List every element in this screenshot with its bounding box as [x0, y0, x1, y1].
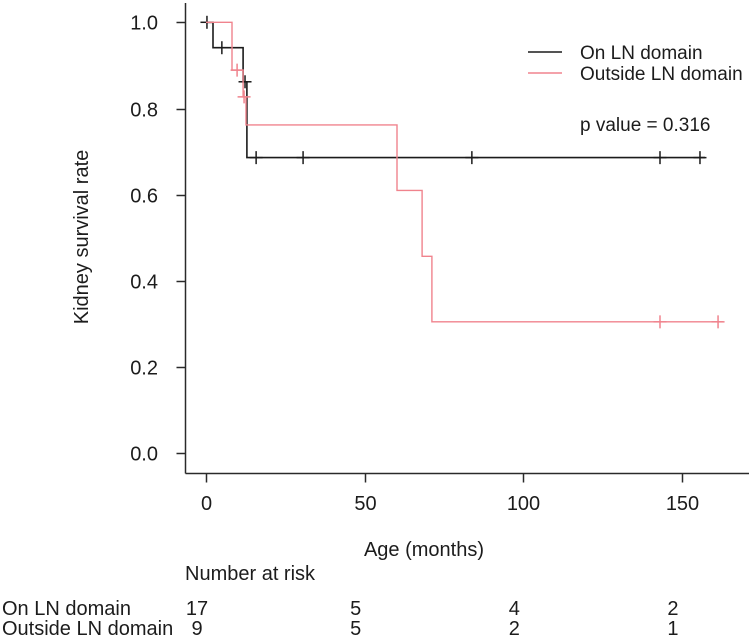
risk-row-label-on-ln-domain: On LN domain — [2, 598, 131, 620]
x-axis-tick-label: 50 — [354, 493, 376, 515]
risk-count: 2 — [667, 598, 678, 620]
y-axis-title: Kidney survival rate — [71, 150, 93, 325]
y-axis-tick-label: 0.2 — [130, 358, 158, 380]
x-axis-tick-label: 100 — [507, 493, 540, 515]
censor-mark-outside-ln-domain — [653, 315, 667, 329]
censor-mark-on-ln-domain — [693, 151, 707, 165]
censor-mark-on-ln-domain — [238, 75, 252, 89]
risk-row-label-outside-ln-domain: Outside LN domain — [2, 618, 173, 638]
legend-label-outside-ln-domain: Outside LN domain — [580, 64, 743, 85]
y-axis-tick-label: 0.0 — [130, 444, 158, 466]
risk-count: 1 — [667, 618, 678, 638]
censor-mark-on-ln-domain — [249, 151, 263, 165]
censor-mark-on-ln-domain — [215, 41, 229, 55]
y-axis-tick-label: 1.0 — [130, 13, 158, 35]
x-axis-tick-label: 0 — [201, 493, 212, 515]
censor-mark-on-ln-domain — [465, 151, 479, 165]
legend: On LN domain Outside LN domain — [528, 43, 743, 85]
risk-count: 9 — [191, 618, 202, 638]
censor-mark-outside-ln-domain — [711, 315, 725, 329]
risk-table-title: Number at risk — [185, 563, 316, 585]
axes-layer: 0.0 0.2 0.4 0.6 0.8 1.0 0 50 100 150 — [130, 3, 749, 515]
risk-values-layer: 17 5 4 29 5 2 1 — [186, 598, 679, 638]
censor-mark-on-ln-domain — [296, 151, 310, 165]
risk-count: 5 — [350, 598, 361, 620]
censor-mark-on-ln-domain — [653, 151, 667, 165]
x-axis-tick-label: 150 — [666, 493, 699, 515]
censor-mark-outside-ln-domain — [237, 90, 251, 104]
y-axis-tick-label: 0.4 — [130, 272, 158, 294]
censor-mark-outside-ln-domain — [230, 63, 244, 77]
risk-count: 4 — [509, 598, 520, 620]
legend-label-on-ln-domain: On LN domain — [580, 43, 703, 64]
risk-count: 17 — [186, 598, 208, 620]
risk-count: 2 — [509, 618, 520, 638]
x-axis-title: Age (months) — [364, 539, 484, 561]
y-axis-tick-label: 0.6 — [130, 186, 158, 208]
risk-count: 5 — [350, 618, 361, 638]
curves-layer — [200, 15, 725, 329]
p-value-label: p value = 0.316 — [580, 115, 710, 136]
y-axis-tick-label: 0.8 — [130, 100, 158, 122]
km-curve-on-ln-domain — [206, 21, 705, 159]
